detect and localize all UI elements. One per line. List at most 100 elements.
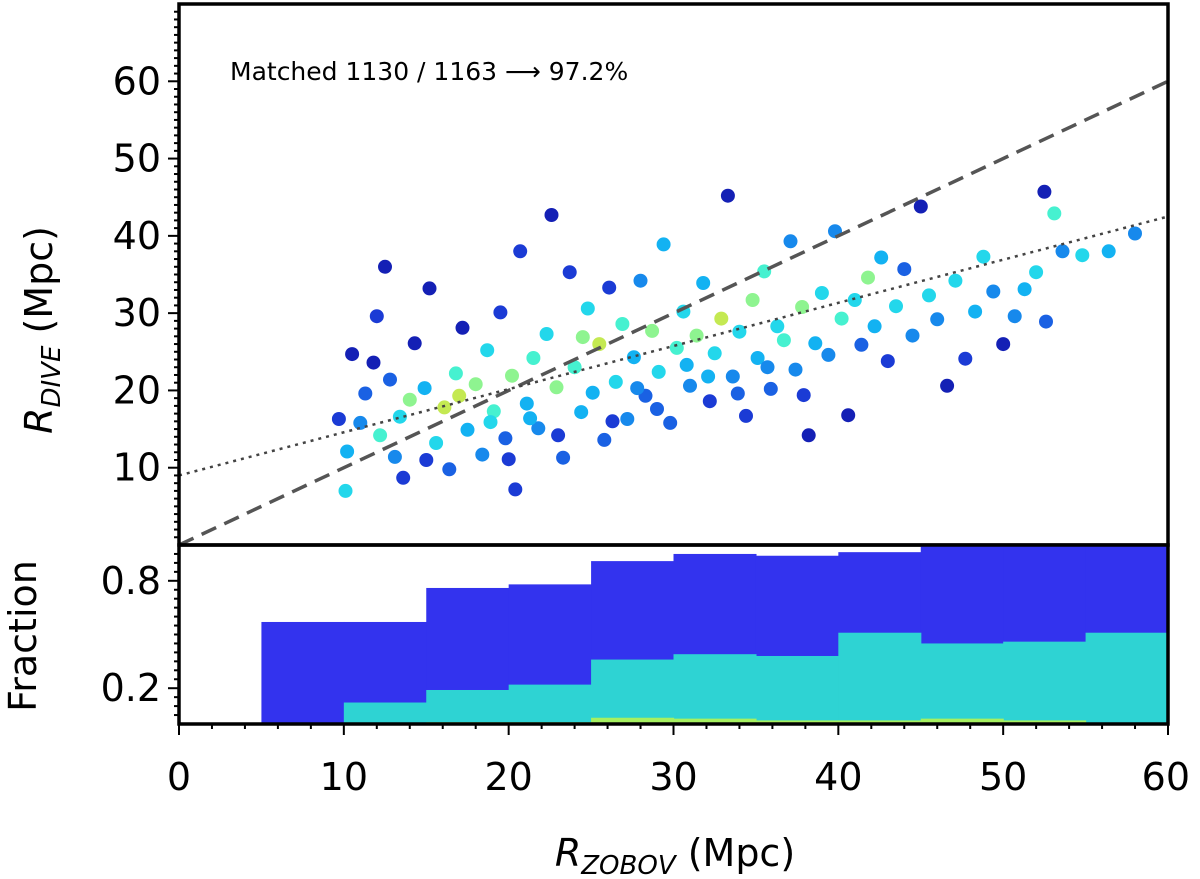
scatter-point: [940, 378, 955, 393]
scatter-point: [897, 262, 912, 277]
fraction-bar-yellow-green: [755, 720, 839, 724]
scatter-point: [889, 299, 903, 314]
scatter-point: [383, 372, 397, 387]
x-tick-label: 30: [649, 755, 697, 799]
scatter-panel: 10 20 30 40 50 60 Matched 1130 / 1163 ⟶ 97.2%…: [17, 2, 1170, 547]
scatter-point: [437, 400, 452, 415]
scatter-point: [620, 412, 635, 426]
scatter-point: [580, 301, 595, 316]
scatter-point: [551, 428, 566, 443]
scatter-point: [696, 276, 711, 290]
scatter-point: [602, 280, 617, 295]
x-tick-label: 50: [979, 755, 1027, 799]
scatter-point: [847, 293, 862, 307]
fraction-tick-label: 0.2: [101, 666, 161, 710]
scatter-point: [549, 380, 564, 395]
scatter-point: [460, 422, 475, 437]
scatter-point: [531, 421, 546, 436]
fraction-bar-cyan: [591, 659, 675, 724]
y-axis-label-sub: DIVE: [37, 345, 67, 407]
x-axis: 0 10 20 30 40 50 60: [167, 724, 1190, 799]
scatter-point: [480, 343, 495, 358]
scatter-point: [373, 428, 388, 443]
scatter-point: [796, 388, 811, 403]
scatter-point: [1047, 206, 1062, 221]
scatter-point: [720, 188, 735, 203]
scatter-point: [575, 330, 590, 345]
x-tick-label: 20: [484, 755, 532, 799]
scatter-point: [452, 388, 467, 403]
scatter-point: [968, 304, 983, 319]
fraction-bar-cyan: [343, 702, 427, 724]
scatter-point: [776, 333, 791, 348]
scatter-point: [605, 414, 620, 429]
scatter-point: [874, 250, 889, 265]
scatter-point: [407, 336, 422, 351]
scatter-point: [387, 449, 402, 464]
y-axis-label-main: R: [17, 408, 61, 434]
scatter-point: [483, 415, 498, 430]
scatter-point: [714, 311, 729, 326]
scatter-point: [505, 368, 519, 383]
y-tick-label: 30: [113, 291, 161, 335]
fraction-bar-blue: [261, 621, 345, 724]
scatter-point: [750, 351, 765, 365]
fraction-bar-cyan: [1085, 632, 1169, 724]
scatter-point: [880, 354, 895, 369]
fraction-bar-cyan: [920, 643, 1004, 724]
x-axis-label-main: R: [555, 831, 581, 875]
scatter-point: [539, 327, 554, 341]
scatter-point: [544, 208, 559, 222]
scatter-point: [770, 319, 785, 334]
scatter-point: [656, 237, 671, 252]
scatter-point: [615, 317, 630, 331]
scatter-point: [526, 351, 541, 365]
scatter-point: [402, 392, 417, 407]
scatter-point: [501, 452, 516, 467]
scatter-point: [821, 347, 836, 362]
scatter-point: [396, 470, 411, 485]
scatter-point: [795, 300, 810, 314]
scatter-point: [739, 408, 753, 423]
scatter-point: [645, 323, 660, 338]
scatter-point: [417, 381, 432, 396]
scatter-point: [626, 350, 641, 365]
x-tick-label: 0: [167, 755, 191, 799]
scatter-point: [808, 336, 823, 351]
scatter-point: [801, 428, 816, 443]
scatter-point: [663, 415, 678, 430]
y-axis-label-unit: (Mpc): [17, 226, 61, 346]
scatter-point: [679, 357, 694, 372]
fraction-bar-cyan: [755, 655, 839, 724]
scatter-point: [574, 405, 589, 420]
scatter-point: [498, 431, 513, 446]
scatter-point: [651, 364, 666, 379]
scatter-point: [353, 415, 368, 430]
scatter-point: [861, 270, 875, 285]
scatter-point: [422, 281, 437, 296]
scatter-point: [930, 312, 945, 327]
scatter-point: [1055, 244, 1070, 259]
fit-line: [178, 215, 1169, 477]
scatter-point: [358, 386, 373, 401]
scatter-point: [597, 432, 612, 447]
reference-lines: [178, 79, 1169, 547]
scatter-point: [725, 369, 740, 384]
scatter-point: [763, 381, 778, 396]
fraction-bar-yellow-green: [1003, 720, 1087, 724]
scatter-point: [958, 351, 973, 366]
x-tick-label: 10: [320, 755, 368, 799]
scatter-points: [331, 184, 1142, 498]
x-tick-label: 40: [814, 755, 862, 799]
y-axis-label: RDIVE (Mpc): [17, 226, 67, 434]
fraction-panel: 0.2 0.8 0 10 20 30 40 50 60 Fraction RZOBOV (Mp…: [1, 543, 1190, 879]
fraction-bar-cyan: [1003, 641, 1087, 724]
scatter-point: [468, 377, 483, 392]
scatter-point: [867, 319, 882, 334]
scatter-point: [669, 340, 684, 355]
y-tick-label: 60: [113, 59, 161, 103]
scatter-point: [585, 385, 600, 400]
y-tick-label: 40: [113, 214, 161, 258]
scatter-point: [1037, 184, 1052, 199]
scatter-point: [1007, 309, 1022, 324]
